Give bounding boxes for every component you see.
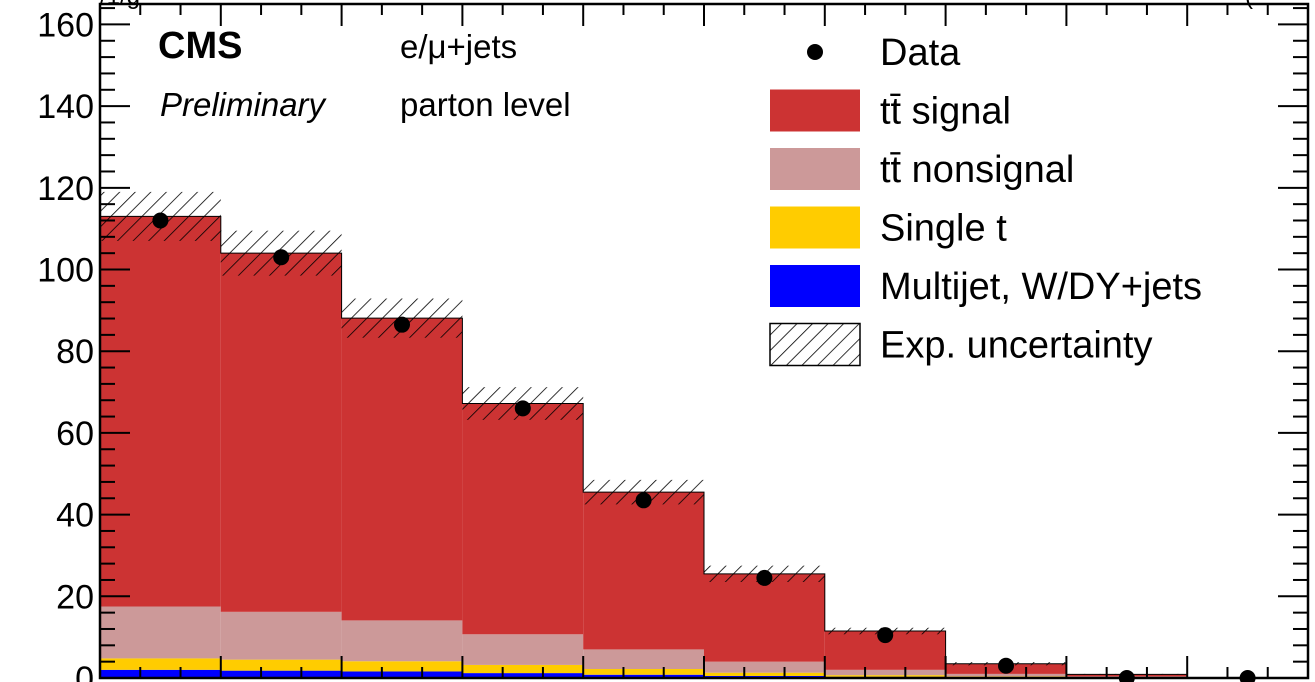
bar-single-t-bin-5 [583, 669, 704, 675]
cms-label: CMS [158, 25, 242, 67]
level-label: parton level [400, 86, 571, 123]
bar-tt-signal-bin-2 [220, 253, 342, 612]
bar-single-t-bin-4 [462, 664, 584, 674]
bar-single-t-bin-3 [341, 661, 463, 672]
bar-tt-nonsignal-bin-4 [462, 634, 584, 665]
legend-label-multijet-w-dy-jets: Multijet, W/DY+jets [880, 266, 1202, 308]
channel-label: e/μ+jets [400, 28, 517, 65]
y-tick-label: 80 [56, 333, 94, 371]
y-tick-label: 140 [37, 88, 94, 126]
plot-area [100, 4, 1308, 679]
y-tick-label: 160 [37, 6, 94, 44]
bar-multijet-w-dy-jets-bin-4 [462, 673, 584, 678]
legend-marker-data [807, 44, 823, 60]
legend-label-single-t: Single t [880, 208, 1007, 250]
bar-multijet-w-dy-jets-bin-5 [583, 674, 704, 678]
data-point-bin-3 [394, 316, 410, 333]
legend-swatch-tt-nonsignal [770, 148, 860, 190]
bar-tt-nonsignal-bin-2 [220, 611, 342, 660]
bar-multijet-w-dy-jets-bin-2 [220, 670, 342, 678]
legend-label-data: Data [880, 32, 961, 74]
legend-label-tt-signal: tt̄ signal [880, 91, 1011, 133]
data-point-bin-7 [877, 627, 894, 644]
legend-swatch-multijet-w-dy-jets [770, 265, 860, 307]
bar-multijet-w-dy-jets-bin-1 [100, 669, 221, 678]
y-tick-label: 120 [37, 170, 94, 208]
frame [98, 2, 1310, 680]
plot-frame [98, 2, 1310, 680]
data-point-bin-1 [152, 212, 169, 229]
y-tick-label: 20 [56, 578, 94, 616]
bar-single-t-bin-6 [704, 672, 825, 676]
bar-tt-signal-bin-3 [341, 318, 463, 621]
uncertainty-band [100, 191, 1188, 675]
legend-swatch-single-t [770, 206, 860, 249]
bar-tt-signal-bin-4 [462, 403, 584, 635]
bar-multijet-w-dy-jets-bin-3 [341, 671, 463, 678]
bar-tt-nonsignal-bin-8 [945, 673, 1067, 677]
bar-tt-signal-bin-6 [704, 573, 825, 662]
bar-tt-nonsignal-bin-6 [704, 661, 825, 673]
legend-swatch-tt-signal [770, 89, 860, 132]
preliminary-label: Preliminary [160, 86, 328, 123]
legend-label-exp-uncertainty: Exp. uncertainty [880, 325, 1152, 367]
bar-tt-nonsignal-bin-1 [100, 606, 221, 659]
data-point-bin-4 [514, 400, 531, 417]
y-tick-label: 100 [37, 252, 94, 290]
y-tick-label: 60 [56, 415, 94, 453]
bar-single-t-bin-7 [824, 675, 946, 677]
y-tick-label: 40 [56, 497, 94, 535]
bar-tt-signal-bin-1 [100, 216, 221, 607]
data-point-bin-6 [756, 569, 773, 586]
header-left-fragment: /1/g [100, 0, 140, 10]
legend-label-tt-nonsignal: tt̄ nonsignal [880, 149, 1074, 191]
bar-single-t-bin-2 [220, 659, 342, 671]
data-point-bin-5 [635, 492, 652, 509]
data-points [152, 212, 1256, 682]
axes: 0 20 40 60 80 100 120 140 160 [37, 4, 1309, 682]
y-tick-label: 0 [75, 660, 94, 682]
legend-swatch-exp-uncertainty [769, 322, 861, 367]
legend: Data tt̄ signal tt̄ nonsignal Single t Multi… [769, 32, 1202, 367]
bar-tt-nonsignal-bin-7 [824, 669, 946, 676]
header-right-fragment: ( [1245, 0, 1253, 10]
bar-tt-signal-bin-5 [583, 492, 704, 650]
data-point-bin-2 [273, 249, 290, 266]
data-point-bin-8 [998, 657, 1014, 674]
bar-tt-nonsignal-bin-3 [341, 620, 463, 662]
bar-single-t-bin-1 [100, 658, 221, 670]
bar-tt-nonsignal-bin-5 [583, 649, 704, 670]
